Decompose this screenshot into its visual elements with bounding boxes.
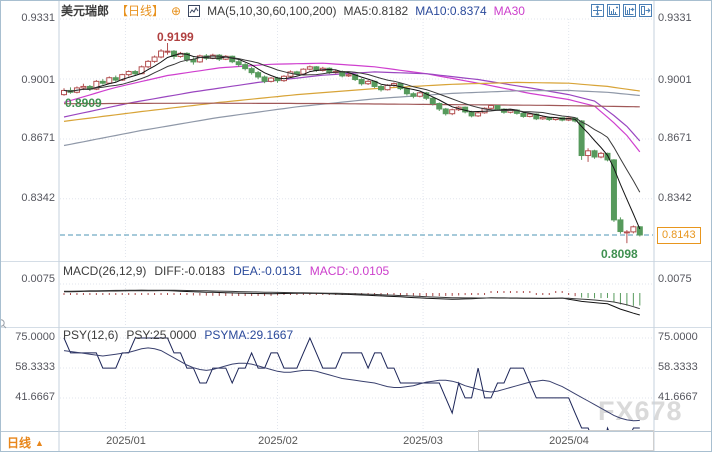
- main-ytick-right-3: 0.8671: [658, 132, 692, 144]
- psy-ytick-left-1: 75.0000: [15, 331, 55, 343]
- xtick-month-4: 2025/04: [549, 435, 589, 447]
- macd-header: MACD(26,12,9) DIFF:-0.0183 DEA:-0.0131 M…: [63, 264, 389, 278]
- indicator-window-close-icon[interactable]: [639, 4, 652, 17]
- period-selector-label: 日线: [7, 436, 32, 450]
- macd-ytick-right: 0.0075: [658, 273, 692, 285]
- main-ytick-right-4: 0.8342: [658, 192, 692, 204]
- high-price-tag: 0.9199: [157, 30, 194, 44]
- macd-hist-value: MACD:-0.0105: [309, 264, 390, 278]
- main-ytick-left-1: 0.9331: [21, 12, 55, 24]
- main-ytick-right-1: 0.9331: [658, 12, 692, 24]
- psy-value: PSY:25.0000: [126, 328, 197, 342]
- main-chart-header: 美元瑞郎 【日线】 ⊕ MA(5,10,30,60,100,200) MA5:0…: [61, 4, 525, 18]
- psy-ytick-right-2: 58.3333: [658, 361, 698, 373]
- psy-params-label: PSY(12,6): [63, 328, 119, 342]
- psy-ytick-left-3: 41.6667: [15, 391, 55, 403]
- chart-toolbar: [591, 4, 652, 17]
- axis-highlight-box: [478, 430, 654, 451]
- main-ytick-left-2: 0.9001: [21, 74, 55, 86]
- start-low-price-tag: 0.8909: [65, 96, 102, 110]
- symbol-name: 美元瑞郎: [61, 4, 110, 18]
- psy-ytick-right-1: 75.0000: [658, 331, 698, 343]
- main-ytick-left-4: 0.8342: [21, 192, 55, 204]
- main-ytick-right-2: 0.9001: [658, 74, 692, 86]
- dropdown-arrow-icon: ▲: [35, 437, 44, 448]
- period-selector[interactable]: 日线 ▲: [7, 434, 44, 451]
- low-price-tag: 0.8098: [601, 247, 638, 261]
- macd-ytick-left: 0.0075: [21, 273, 55, 285]
- watermark: FX678: [598, 396, 683, 426]
- period-label: 【日线】: [116, 4, 165, 18]
- ma5-value: MA5:0.8182: [343, 4, 409, 18]
- psy-header: PSY(12,6) PSY:25.0000 PSYMA:29.1667: [63, 328, 293, 342]
- psy-ytick-right-3: 41.6667: [658, 391, 698, 403]
- macd-diff-value: DIFF:-0.0183: [154, 264, 226, 278]
- add-overlay-icon[interactable]: ⊕: [171, 4, 182, 18]
- indicator-window-add-icon[interactable]: [607, 4, 620, 17]
- xtick-month-3: 2025/03: [403, 435, 443, 447]
- xtick-month-2: 2025/02: [258, 435, 298, 447]
- psy-ytick-left-2: 58.3333: [15, 361, 55, 373]
- ma-params-label: MA(5,10,30,60,100,200): [207, 4, 337, 18]
- left-edge-cursor-icon: [1, 317, 7, 335]
- last-price-badge: 0.8143: [657, 227, 701, 244]
- macd-dea-value: DEA:-0.0131: [233, 264, 302, 278]
- crosshair-tool-icon[interactable]: [591, 4, 604, 17]
- candlestick-chart-icon[interactable]: [188, 5, 201, 17]
- ma30-value: MA30: [493, 4, 525, 18]
- main-ytick-left-3: 0.8671: [21, 132, 55, 144]
- xtick-month-1: 2025/01: [106, 435, 146, 447]
- indicator-window-next-icon[interactable]: [623, 4, 636, 17]
- macd-params-label: MACD(26,12,9): [63, 264, 147, 278]
- psyma-value: PSYMA:29.1667: [204, 328, 294, 342]
- ma10-value: MA10:0.8374: [415, 4, 487, 18]
